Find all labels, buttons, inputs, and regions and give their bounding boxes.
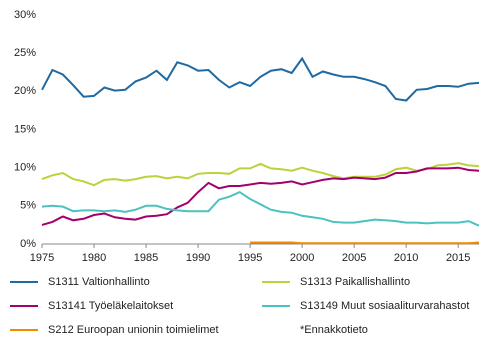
x-tick-label: 1975 <box>30 252 54 264</box>
x-tick-label: 1985 <box>134 252 158 264</box>
x-tick-label: 2015 <box>446 252 470 264</box>
y-tick-label: 10% <box>14 162 36 174</box>
y-tick-label: 0% <box>20 238 36 250</box>
y-tick-label: 30% <box>14 9 36 21</box>
legend-label: S1313 Paikallishallinto <box>300 276 410 288</box>
legend-label: S13149 Muut sosiaaliturvarahastot <box>300 300 469 312</box>
x-tick-label: 2010 <box>394 252 418 264</box>
x-tick-label: 1980 <box>82 252 106 264</box>
y-tick-label: 20% <box>14 85 36 97</box>
y-tick-label: 5% <box>20 200 36 212</box>
x-tick-label: 1990 <box>186 252 210 264</box>
legend-label: S212 Euroopan unionin toimielimet <box>48 324 219 336</box>
x-tick-label: 1995 <box>238 252 262 264</box>
legend-label: S13141 Työeläkelaitokset <box>48 300 173 312</box>
x-tick-label: 2005 <box>342 252 366 264</box>
series-line <box>41 162 480 187</box>
series-line <box>41 190 480 227</box>
x-tick-label: 2000 <box>290 252 314 264</box>
annotation: *Ennakkotieto <box>300 324 368 336</box>
legend-label: S1311 Valtionhallinto <box>48 276 150 288</box>
series-line <box>41 56 480 102</box>
series-line <box>41 166 480 226</box>
y-tick-label: 25% <box>14 47 36 59</box>
y-tick-label: 15% <box>14 123 36 135</box>
series-line <box>250 241 480 245</box>
